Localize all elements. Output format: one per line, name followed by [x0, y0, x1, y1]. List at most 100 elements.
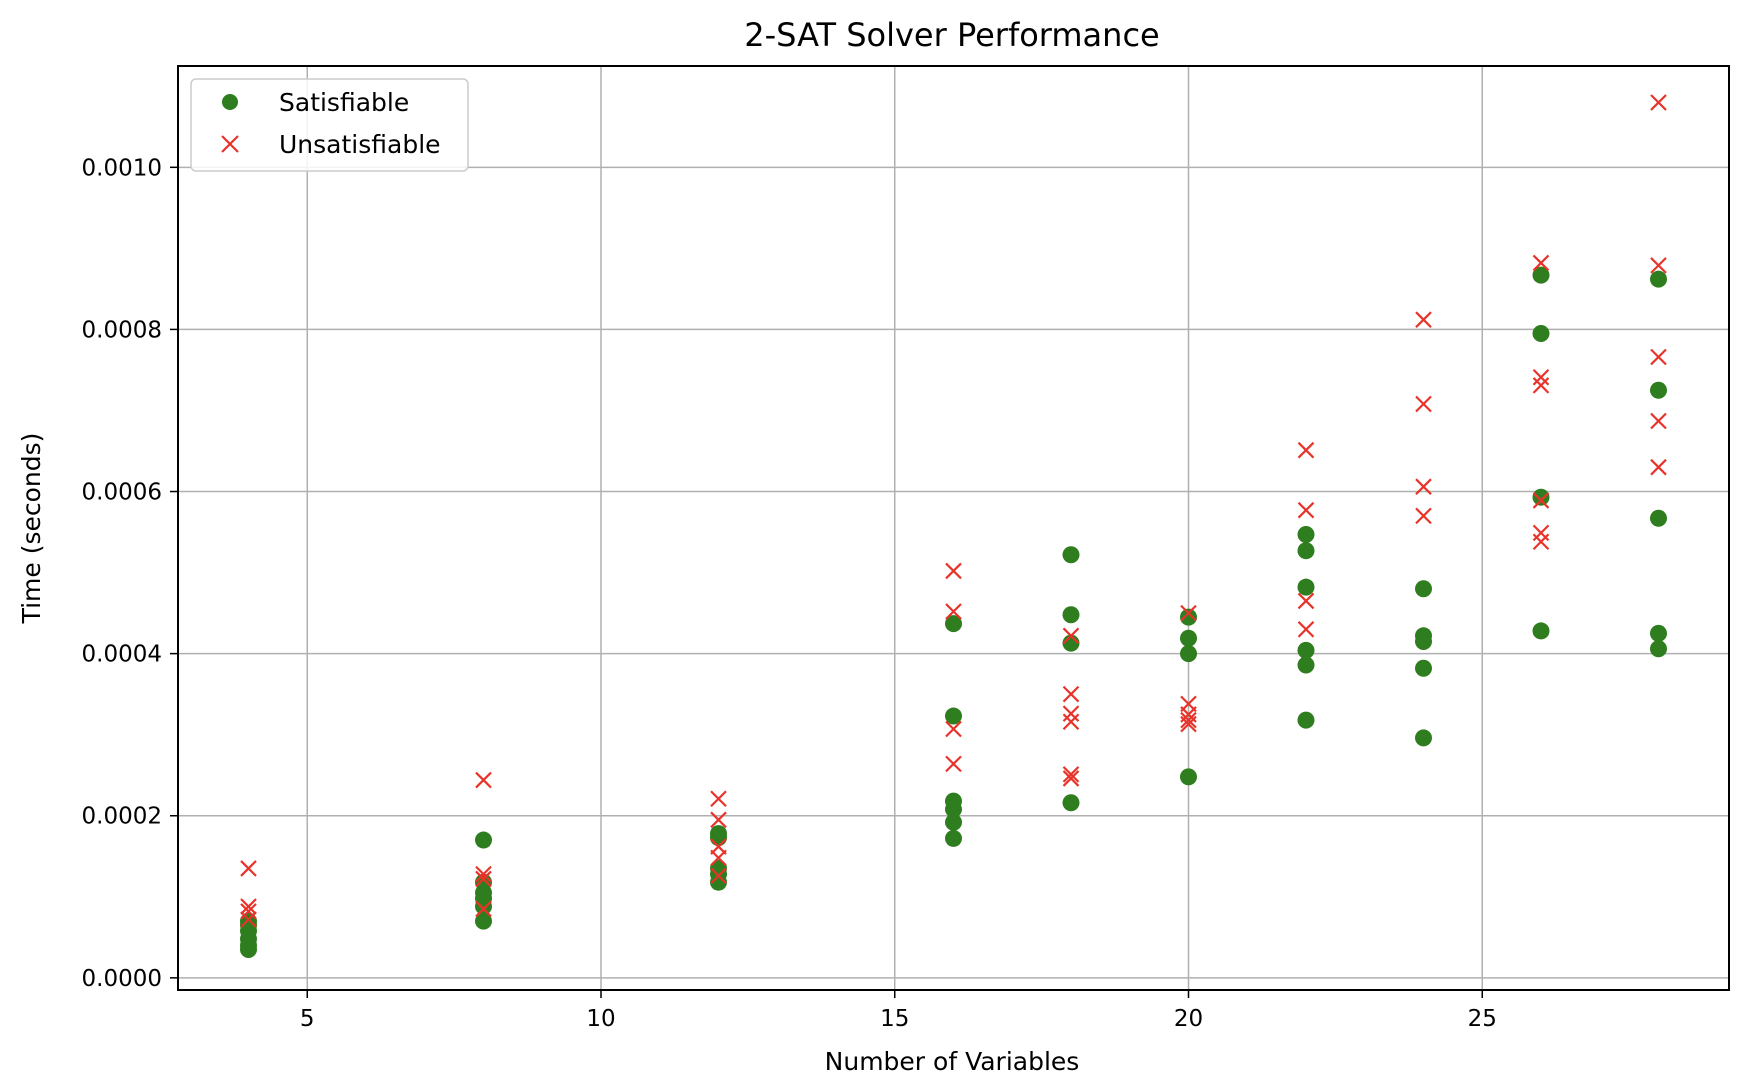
unsatisfiable-point	[1062, 766, 1080, 783]
satisfiable-point	[1415, 659, 1432, 677]
unsatisfiable-point	[1180, 715, 1197, 733]
satisfiable-point	[1532, 622, 1550, 640]
unsatisfiable-point	[1650, 348, 1667, 366]
unsatisfiable-point	[1650, 257, 1667, 274]
unsatisfiable-point	[1532, 254, 1550, 272]
x-tick-label: 10	[586, 1006, 615, 1032]
unsatisfiable-point	[710, 849, 727, 867]
satisfiable-point	[1415, 729, 1432, 747]
unsatisfiable-point	[475, 865, 492, 883]
y-tick-label: 0.0008	[82, 317, 162, 343]
satisfiable-point	[475, 831, 492, 849]
satisfiable-point	[1062, 546, 1080, 564]
satisfiable-point	[1415, 580, 1432, 598]
satisfiable-point	[1062, 794, 1080, 812]
satisfiable-point	[1415, 632, 1432, 650]
unsatisfiable-point	[240, 860, 257, 877]
legend: Satisfiable Unsatisfiable	[190, 78, 469, 172]
unsatisfiable-point	[945, 755, 962, 773]
unsatisfiable-point	[1062, 713, 1080, 730]
unsatisfiable-point	[1532, 368, 1550, 386]
legend-unsatisfiable-marker	[221, 135, 239, 153]
satisfiable-point	[475, 912, 492, 930]
satisfiable-point	[1297, 525, 1315, 543]
unsatisfiable-point	[1650, 412, 1667, 430]
unsatisfiable-point	[710, 811, 727, 829]
unsatisfiable-point	[1062, 627, 1080, 645]
unsatisfiable-point	[1532, 524, 1550, 542]
gridlines	[178, 66, 1729, 990]
legend-unsatisfiable-label: Unsatisfiable	[279, 130, 441, 159]
satisfiable-point	[1180, 629, 1197, 647]
unsatisfiable-point	[1180, 604, 1197, 622]
unsatisfiable-point	[1297, 592, 1315, 610]
unsatisfiable-point	[1415, 311, 1432, 328]
x-tick-label: 15	[880, 1006, 909, 1032]
satisfiable-point	[1180, 768, 1197, 786]
satisfiable-point	[475, 898, 492, 916]
unsatisfiable-point	[1297, 441, 1315, 459]
y-tick-label: 0.0010	[82, 155, 162, 181]
satisfiable-point	[1650, 381, 1667, 399]
chart-title: 2-SAT Solver Performance	[744, 16, 1159, 54]
unsatisfiable-point	[710, 790, 727, 807]
unsatisfiable-point	[240, 911, 257, 928]
y-tick-label: 0.0002	[82, 804, 162, 830]
satisfiable-point	[945, 615, 962, 633]
satisfiable-point	[1532, 488, 1550, 506]
satisfiable-point	[1532, 324, 1550, 342]
axis-ticks: 5 10 15 20 25 0.0000 0.0002 0.0004 0.0006 0.0008 0…	[82, 155, 1497, 1032]
unsatisfiable-point	[1532, 492, 1550, 509]
legend-box	[190, 78, 469, 172]
plot-frame	[177, 65, 1730, 991]
satisfiable-point	[1297, 656, 1315, 674]
y-axis-label: Time (seconds)	[17, 433, 46, 625]
y-tick-label: 0.0004	[82, 642, 162, 668]
legend-satisfiable-marker	[222, 94, 238, 110]
unsatisfiable-point	[1532, 533, 1550, 551]
satisfiable-point	[710, 873, 727, 891]
satisfiable-point	[1532, 266, 1550, 284]
unsatisfiable-point	[1062, 705, 1080, 722]
unsatisfiable-point	[1650, 94, 1667, 111]
satisfiable-point	[1650, 624, 1667, 642]
satisfiable-point	[1180, 645, 1197, 663]
unsatisfiable-point	[1180, 711, 1197, 729]
unsatisfiable-point	[1415, 478, 1432, 495]
unsatisfiable-point	[475, 771, 492, 789]
satisfiable-point	[945, 829, 962, 847]
unsatisfiable-point	[1415, 507, 1432, 525]
unsatisfiable-point	[1297, 621, 1315, 638]
satisfiable-point	[240, 912, 257, 930]
x-tick-label: 20	[1174, 1006, 1203, 1032]
unsatisfiable-point	[475, 870, 492, 888]
satisfiable-point	[1297, 578, 1315, 596]
satisfiable-point	[1650, 640, 1667, 658]
satisfiable-point	[710, 829, 727, 847]
unsatisfiable-point	[1297, 501, 1315, 519]
unsatisfiable-point	[710, 867, 727, 884]
satisfiable-point	[1297, 542, 1315, 560]
unsatisfiable-point	[1650, 458, 1667, 476]
satisfiable-point	[1650, 270, 1667, 288]
satisfiable-point	[1650, 509, 1667, 527]
unsatisfiable-point	[1062, 770, 1080, 787]
unsatisfiable-point	[1415, 395, 1432, 413]
unsatisfiable-point	[1062, 685, 1080, 703]
data-points	[240, 94, 1667, 958]
satisfiable-point	[1297, 641, 1315, 659]
satisfiable-point	[945, 800, 962, 818]
unsatisfiable-point	[240, 903, 257, 920]
satisfiable-point	[945, 813, 962, 831]
unsatisfiable-point	[945, 603, 962, 620]
satisfiable-point	[1180, 608, 1197, 626]
unsatisfiable-point	[1532, 377, 1550, 394]
unsatisfiable-point	[945, 720, 962, 738]
unsatisfiable-point	[240, 898, 257, 915]
unsatisfiable-point	[475, 900, 492, 918]
satisfiable-point	[1062, 606, 1080, 624]
y-tick-label: 0.0006	[82, 480, 162, 506]
satisfiable-point	[945, 707, 962, 725]
satisfiable-point	[1297, 711, 1315, 729]
